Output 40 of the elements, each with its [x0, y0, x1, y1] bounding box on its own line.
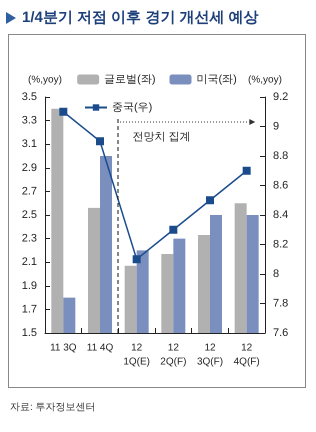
y-tick-label: 2.3	[22, 232, 37, 245]
y2-tick-label: 8.6	[273, 180, 288, 192]
y2-tick-label: 8	[273, 268, 280, 280]
y-tick-label: 3.1	[22, 138, 37, 150]
point	[96, 137, 104, 146]
y2-tick-label: 7.6	[273, 327, 288, 339]
y2-axis-title: (%,yoy)	[248, 74, 282, 86]
y-tick-label: 2.7	[22, 185, 37, 198]
x-tick-label: 12 3Q(F)	[196, 342, 224, 368]
y-tick-label: 2.1	[22, 256, 37, 268]
x-tick-label: 12 2Q(F)	[160, 342, 186, 368]
y-tick-label: 1.7	[22, 303, 37, 316]
y-tick-label: 3.5	[22, 91, 37, 103]
point	[206, 196, 214, 204]
x-tick-label: 11 3Q	[50, 342, 77, 354]
point	[242, 166, 251, 175]
point	[59, 108, 68, 116]
y-tick-label: 2.5	[22, 209, 37, 221]
y2-tick-label: 8.4	[273, 209, 288, 221]
x-tick-label: 12 1Q(E)	[123, 342, 150, 368]
y2-tick-label: 7.8	[273, 298, 288, 310]
x-tick-label: 12 4Q(F)	[234, 342, 260, 368]
legend-label: 글로벌(좌)	[104, 74, 156, 86]
chart-title: 1/4분기 저점 이후 경기 개선세 예상	[22, 8, 259, 27]
y2-tick-label: 9.2	[273, 91, 288, 103]
x-tick-label: 11 4Q	[86, 342, 114, 354]
legend-label: 미국(좌)	[196, 74, 237, 86]
legend-label: 중국(우)	[112, 102, 152, 114]
y-axis-title: (%,yoy)	[28, 74, 62, 86]
y2-tick-label: 8.8	[273, 150, 288, 162]
y-tick-label: 1.9	[22, 280, 37, 292]
text: 자료: 투자정보센터	[10, 401, 96, 414]
y2-tick-label: 8.2	[273, 238, 288, 250]
y-tick-label: 3.3	[22, 114, 37, 127]
y-tick-label: 2.9	[22, 162, 37, 174]
point	[169, 226, 178, 234]
y2-tick-label: 9	[273, 120, 280, 132]
y-tick-label: 1.5	[22, 327, 37, 339]
point	[132, 255, 141, 264]
annotation: 전망치 집계	[132, 130, 190, 144]
